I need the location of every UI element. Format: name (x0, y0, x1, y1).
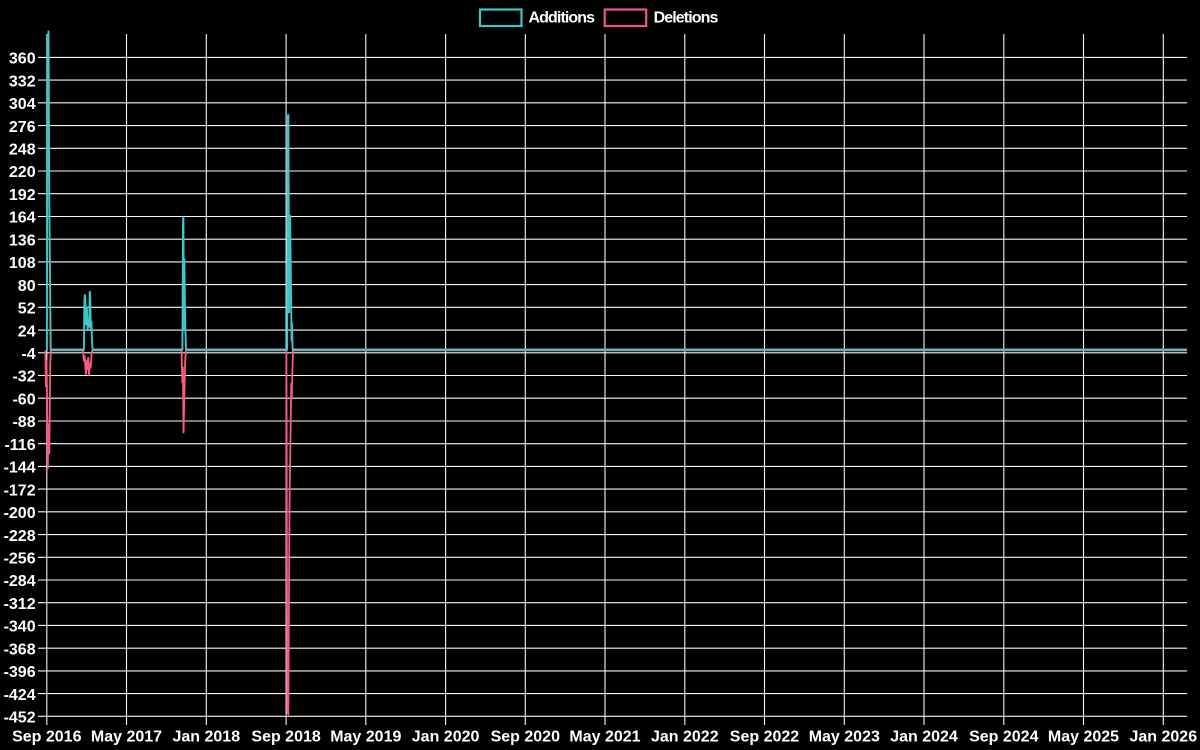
svg-text:360: 360 (9, 51, 36, 68)
svg-text:Deletions: Deletions (654, 10, 719, 27)
svg-text:-368: -368 (4, 641, 36, 658)
svg-text:Jan 2022: Jan 2022 (651, 728, 719, 745)
svg-text:Sep 2022: Sep 2022 (730, 728, 799, 745)
svg-text:332: 332 (9, 73, 36, 90)
svg-text:-116: -116 (4, 437, 35, 454)
svg-text:Jan 2020: Jan 2020 (412, 728, 480, 745)
svg-text:-424: -424 (4, 687, 36, 704)
svg-text:276: 276 (9, 119, 36, 136)
svg-text:May 2019: May 2019 (330, 728, 401, 745)
svg-text:-172: -172 (4, 482, 36, 499)
svg-text:Sep 2016: Sep 2016 (12, 728, 81, 745)
svg-text:248: 248 (9, 142, 36, 159)
svg-text:80: 80 (18, 278, 36, 295)
svg-text:108: 108 (9, 255, 36, 272)
svg-text:Jan 2026: Jan 2026 (1129, 728, 1197, 745)
svg-text:-32: -32 (12, 369, 35, 386)
svg-text:-452: -452 (4, 710, 36, 727)
svg-text:Additions: Additions (529, 10, 596, 27)
svg-text:192: 192 (9, 187, 36, 204)
svg-text:-396: -396 (4, 664, 36, 681)
svg-text:-60: -60 (12, 391, 35, 408)
svg-text:-144: -144 (4, 460, 36, 477)
svg-text:304: 304 (9, 96, 36, 113)
svg-text:May 2021: May 2021 (569, 728, 640, 745)
svg-text:-4: -4 (21, 346, 35, 363)
svg-text:-256: -256 (4, 551, 36, 568)
svg-text:-312: -312 (4, 596, 36, 613)
svg-text:Sep 2020: Sep 2020 (491, 728, 560, 745)
svg-text:-340: -340 (4, 619, 36, 636)
svg-text:May 2023: May 2023 (809, 728, 880, 745)
svg-text:220: 220 (9, 164, 36, 181)
svg-text:52: 52 (18, 301, 36, 318)
svg-text:Jan 2018: Jan 2018 (172, 728, 240, 745)
svg-text:May 2017: May 2017 (91, 728, 162, 745)
svg-text:24: 24 (18, 323, 36, 340)
svg-text:136: 136 (9, 232, 36, 249)
svg-text:Sep 2018: Sep 2018 (251, 728, 320, 745)
svg-text:Jan 2024: Jan 2024 (890, 728, 958, 745)
svg-text:May 2025: May 2025 (1048, 728, 1119, 745)
svg-text:-200: -200 (4, 505, 36, 522)
svg-text:-228: -228 (4, 528, 36, 545)
svg-text:-284: -284 (4, 573, 36, 590)
svg-text:Sep 2024: Sep 2024 (969, 728, 1038, 745)
svg-text:164: 164 (9, 210, 36, 227)
svg-text:-88: -88 (12, 414, 35, 431)
